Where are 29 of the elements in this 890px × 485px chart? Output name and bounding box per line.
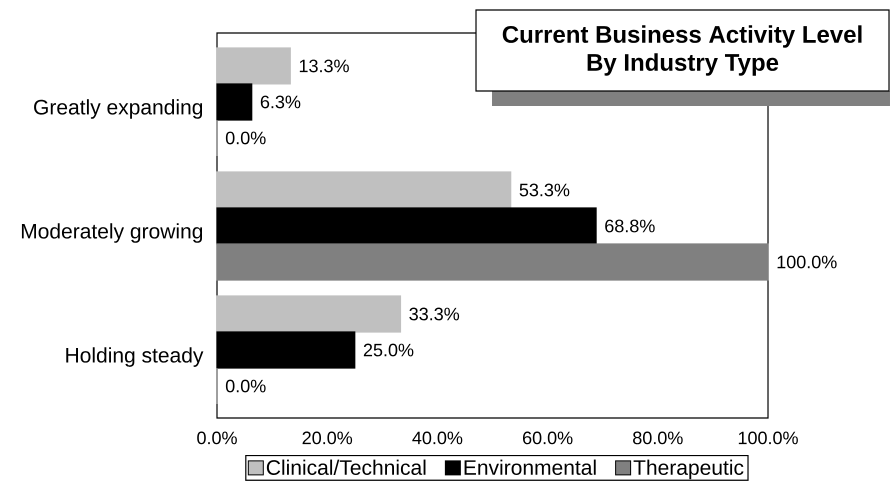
bar xyxy=(216,83,252,121)
x-tick-label: 0.0% xyxy=(197,432,237,444)
data-label: 0.0% xyxy=(226,132,266,144)
bar xyxy=(216,331,356,369)
y-tick-label: Holding steady xyxy=(66,347,204,367)
bar xyxy=(216,171,512,209)
bar xyxy=(216,243,769,281)
x-tick-label: 60.0% xyxy=(522,432,572,444)
legend-label: Clinical/Technical xyxy=(266,460,426,475)
x-tick-label: 40.0% xyxy=(412,432,462,444)
data-label: 13.3% xyxy=(300,60,349,72)
y-tick-label: Greatly expanding xyxy=(34,99,202,119)
data-label: 53.3% xyxy=(520,184,570,196)
data-label: 0.0% xyxy=(226,380,266,392)
chart-title: Current Business Activity Level By Industry Type xyxy=(502,25,862,76)
data-label: 6.3% xyxy=(260,96,300,108)
x-tick-label: 20.0% xyxy=(302,432,352,444)
legend-label: Environmental xyxy=(464,460,596,475)
bar xyxy=(216,295,402,333)
bar xyxy=(216,207,597,245)
y-tick-label: Moderately growing xyxy=(22,223,202,243)
data-label: 33.3% xyxy=(409,308,460,320)
data-label: 68.8% xyxy=(605,220,655,232)
legend-label: Therapeutic xyxy=(634,460,744,480)
bar xyxy=(216,47,291,85)
x-tick-label: 100.0% xyxy=(738,432,798,444)
data-label: 100.0% xyxy=(778,256,837,268)
data-label: 25.0% xyxy=(364,344,414,356)
x-tick-label: 80.0% xyxy=(633,432,683,444)
